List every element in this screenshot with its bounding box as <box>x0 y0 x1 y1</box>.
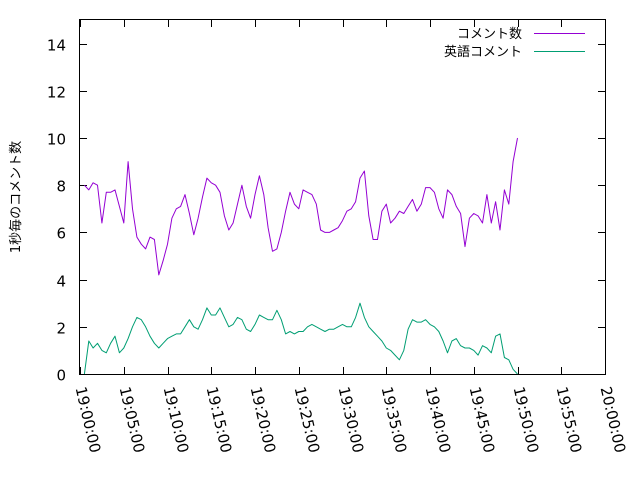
legend-label: コメント数 <box>457 27 522 42</box>
x-tick-label: 20:00:00 <box>597 385 630 455</box>
y-tick-label: 12 <box>47 84 66 102</box>
x-tick-label: 19:45:00 <box>466 385 499 455</box>
x-tick-label: 19:35:00 <box>378 385 411 455</box>
x-axis-ticks: 19:00:00 19:05:00 19:10:00 19:15:00 19:20:00… <box>72 20 630 455</box>
x-tick-label: 19:05:00 <box>116 385 149 455</box>
series-line-1 <box>84 137 518 276</box>
x-tick-label: 19:55:00 <box>553 385 586 455</box>
x-tick-label: 19:10:00 <box>160 385 193 455</box>
y-axis-title: 1秒毎のコメント数 <box>8 141 24 253</box>
x-tick-label: 19:00:00 <box>72 385 105 455</box>
plot-frame <box>79 19 606 375</box>
x-tick-label: 19:30:00 <box>335 385 368 455</box>
x-tick-label: 19:50:00 <box>510 385 543 455</box>
series-lines <box>83 137 518 375</box>
x-tick-label: 19:15:00 <box>203 385 236 455</box>
y-axis-ticks: 0 2 4 6 8 10 12 14 <box>47 37 605 385</box>
series-line-2 <box>83 302 518 375</box>
x-tick-label: 19:40:00 <box>422 385 455 455</box>
x-tick-label: 19:25:00 <box>291 385 324 455</box>
legend-label: 英語コメント <box>444 44 522 60</box>
y-tick-label: 6 <box>56 225 66 243</box>
y-tick-label: 10 <box>47 131 66 149</box>
y-tick-label: 4 <box>56 273 66 291</box>
y-tick-label: 2 <box>56 320 66 338</box>
y-tick-label: 14 <box>47 37 66 55</box>
y-tick-label: 8 <box>56 178 66 196</box>
x-tick-label: 19:20:00 <box>247 385 280 455</box>
y-tick-label: 0 <box>56 367 66 385</box>
